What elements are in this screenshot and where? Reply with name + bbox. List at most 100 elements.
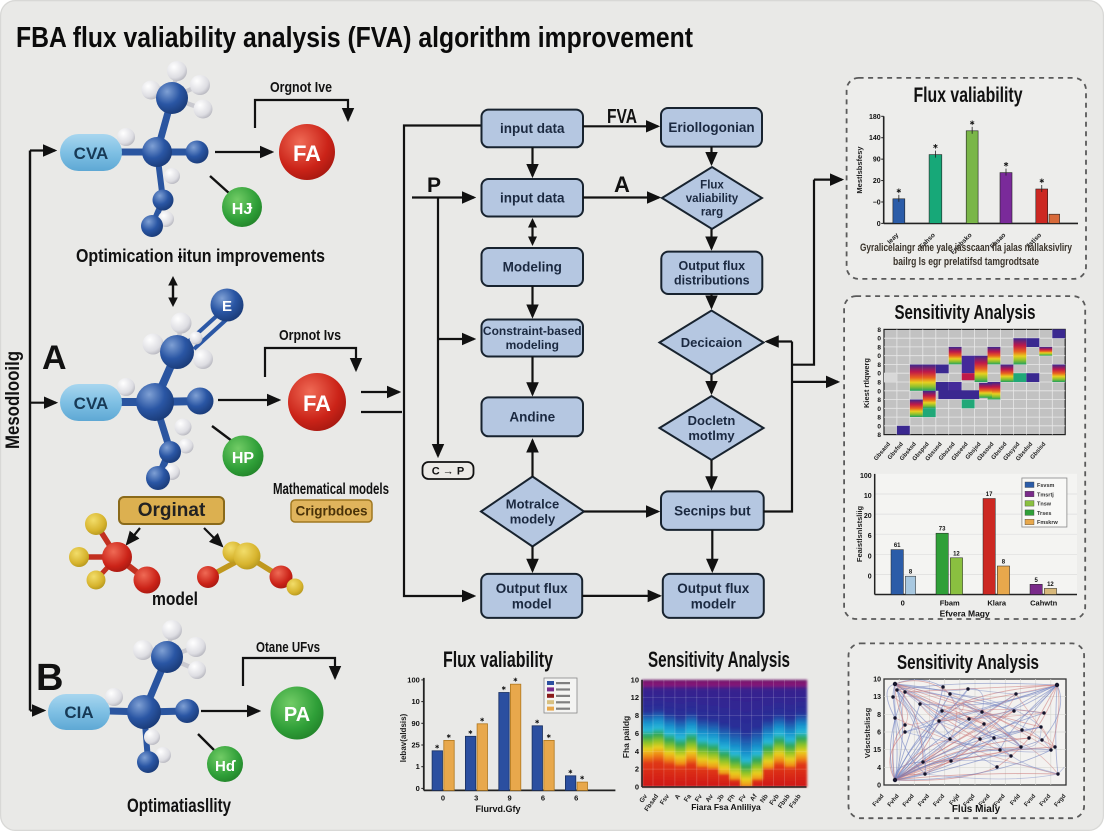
svg-text:0: 0	[877, 371, 881, 378]
svg-text:motlmy: motlmy	[688, 428, 735, 443]
svg-text:∗: ∗	[535, 719, 540, 725]
svg-text:9: 9	[508, 793, 512, 802]
svg-text:distributions: distributions	[674, 273, 750, 287]
svg-text:100: 100	[407, 675, 420, 684]
svg-text:Flux valiability: Flux valiability	[443, 647, 554, 672]
svg-text:8: 8	[635, 711, 639, 720]
svg-text:8: 8	[877, 327, 881, 334]
svg-text:∗: ∗	[446, 734, 451, 740]
svg-text:10: 10	[411, 697, 419, 706]
svg-text:Motralce: Motralce	[506, 497, 559, 512]
svg-text:12: 12	[953, 551, 960, 557]
svg-text:Iebav(aldsis): Iebav(aldsis)	[399, 713, 408, 762]
svg-text:Fbam: Fbam	[940, 599, 960, 608]
svg-text:0: 0	[877, 336, 881, 343]
svg-text:HP: HP	[232, 450, 255, 467]
svg-text:bailrg ls egr prelatifsd tamgr: bailrg ls egr prelatifsd tamgrodtsate	[893, 256, 1039, 268]
svg-text:0: 0	[901, 599, 905, 608]
svg-text:20: 20	[873, 178, 881, 185]
svg-text:Flus Mialy: Flus Mialy	[952, 804, 1001, 815]
svg-text:Fa: Fa	[683, 793, 693, 804]
svg-text:4: 4	[877, 765, 881, 772]
svg-text:0: 0	[877, 353, 881, 360]
svg-text:180: 180	[869, 114, 881, 121]
svg-text:6: 6	[877, 730, 881, 737]
svg-text:Modeling: Modeling	[503, 260, 562, 275]
svg-text:C → P: C → P	[432, 466, 464, 478]
svg-text:Feaistlsnlstsliig: Feaistlsnlstsliig	[855, 505, 864, 562]
svg-text:∗: ∗	[513, 678, 518, 684]
svg-text:CVA: CVA	[74, 144, 109, 163]
svg-text:Gyralicelaingr ame yale jassca: Gyralicelaingr ame yale jasscaan fla jal…	[860, 242, 1073, 254]
svg-text:Flux valiability: Flux valiability	[914, 84, 1023, 107]
svg-text:13: 13	[873, 694, 881, 701]
svg-text:FA: FA	[293, 141, 321, 166]
svg-text:20: 20	[864, 513, 872, 520]
svg-text:Eriollogonian: Eriollogonian	[668, 120, 754, 135]
svg-text:FBA flux valiability analysis: FBA flux valiability analysis (FVA) algo…	[16, 22, 693, 54]
svg-text:15: 15	[873, 747, 881, 754]
svg-text:Docletn: Docletn	[688, 413, 736, 428]
svg-text:Nb: Nb	[759, 793, 770, 804]
svg-text:A: A	[674, 793, 683, 801]
svg-text:8: 8	[1002, 560, 1006, 566]
svg-text:Mathematical models: Mathematical models	[273, 481, 389, 498]
svg-text:Efvera Magy: Efvera Magy	[940, 609, 990, 619]
svg-text:valiability: valiability	[686, 193, 739, 205]
svg-text:∗: ∗	[1003, 162, 1009, 169]
svg-text:∗: ∗	[933, 144, 939, 151]
svg-text:Hɗ: Hɗ	[215, 758, 236, 775]
svg-text:Flurvd.Gfy: Flurvd.Gfy	[475, 804, 520, 814]
svg-text:6: 6	[868, 533, 872, 540]
svg-text:Cahwtn: Cahwtn	[1030, 599, 1058, 608]
svg-text:8: 8	[877, 415, 881, 422]
svg-text:Fv: Fv	[738, 793, 748, 804]
svg-text:CIA: CIA	[64, 703, 93, 722]
svg-text:1: 1	[416, 762, 420, 771]
svg-text:Sensitivity Analysis: Sensitivity Analysis	[895, 302, 1036, 324]
svg-text:Orpnot Ivs: Orpnot Ivs	[279, 327, 341, 344]
svg-text:Av: Av	[705, 793, 716, 804]
svg-text:Jb: Jb	[716, 793, 726, 803]
svg-text:Optimatiasllity: Optimatiasllity	[127, 796, 231, 817]
svg-text:input data: input data	[500, 121, 565, 136]
svg-text:Sensitivity Analysis: Sensitivity Analysis	[648, 647, 790, 672]
svg-text:90: 90	[873, 157, 881, 164]
svg-text:73: 73	[939, 527, 946, 533]
svg-text:Fiara Fsa Anliliya: Fiara Fsa Anliliya	[691, 802, 761, 812]
svg-text:Constraint-based: Constraint-based	[483, 324, 582, 338]
svg-text:Sensitivity Analysis: Sensitivity Analysis	[897, 652, 1039, 674]
svg-text:∗: ∗	[969, 120, 975, 127]
svg-text:2: 2	[635, 765, 639, 774]
svg-text:8: 8	[877, 397, 881, 404]
svg-text:PA: PA	[284, 704, 310, 726]
svg-text:10: 10	[873, 677, 881, 684]
svg-text:model: model	[512, 596, 552, 611]
svg-text:B: B	[36, 657, 63, 699]
svg-text:Fv: Fv	[694, 793, 704, 804]
svg-text:Fsvsm: Fsvsm	[1037, 483, 1055, 489]
svg-text:Optimication ɨitun improvement: Optimication ɨitun improvements	[76, 245, 325, 266]
svg-text:Output flux: Output flux	[677, 581, 749, 596]
svg-text:∗: ∗	[468, 730, 473, 736]
svg-text:0: 0	[868, 553, 872, 560]
svg-text:Andine: Andine	[509, 410, 555, 425]
svg-text:−0: −0	[873, 199, 881, 206]
svg-text:0: 0	[877, 388, 881, 395]
svg-text:CVA: CVA	[74, 394, 109, 413]
svg-text:Flux: Flux	[700, 180, 724, 192]
svg-text:∗: ∗	[1039, 178, 1045, 185]
svg-text:∗: ∗	[435, 744, 440, 750]
svg-text:P: P	[427, 174, 441, 197]
svg-text:90: 90	[411, 719, 419, 728]
svg-text:rarg: rarg	[701, 207, 723, 219]
svg-text:61: 61	[894, 543, 901, 549]
svg-text:10: 10	[631, 675, 639, 684]
svg-text:Vdsctsltslissg: Vdsctsltslissg	[863, 707, 872, 758]
svg-text:Tmsrtj: Tmsrtj	[1037, 492, 1054, 498]
svg-text:Output flux: Output flux	[496, 581, 568, 596]
svg-text:input data: input data	[500, 191, 565, 206]
svg-text:Decicaion: Decicaion	[681, 335, 742, 350]
svg-text:10: 10	[864, 493, 872, 500]
svg-text:8: 8	[909, 570, 913, 576]
